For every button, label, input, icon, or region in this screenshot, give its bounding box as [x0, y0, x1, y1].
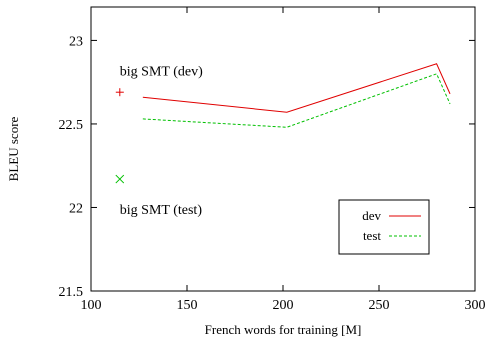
annotation-label: big SMT (test) [120, 203, 203, 218]
x-tick-label: 150 [177, 298, 198, 313]
y-tick-label: 23 [69, 34, 83, 49]
x-axis-title: French words for training [M] [205, 322, 362, 337]
cross-marker [115, 174, 125, 184]
y-tick-label: 22.5 [59, 118, 84, 133]
x-tick-label: 300 [465, 298, 485, 313]
marker-stroke [115, 174, 125, 184]
legend-box [338, 199, 430, 255]
x-tick-label: 250 [369, 298, 390, 313]
x-tick-label: 100 [81, 298, 102, 313]
legend-layer: dev test [338, 199, 430, 255]
plus-marker [115, 88, 124, 97]
legend-label-test: test [363, 228, 381, 243]
markers-layer: big SMT (dev) big SMT (test) [115, 64, 203, 218]
legend-label-dev: dev [362, 208, 381, 223]
series-line-test [142, 73, 451, 128]
y-axis-title: BLEU score [6, 116, 21, 181]
axes-layer: 100 150 200 250 300 21.5 22 22.5 23 French words … [6, 6, 485, 337]
x-tick-label: 200 [273, 298, 294, 313]
series-line-dev [142, 63, 451, 113]
y-tick-label: 22 [69, 201, 83, 216]
annotation-label: big SMT (dev) [120, 64, 203, 79]
series-layer [142, 63, 451, 128]
y-tick-label: 21.5 [59, 285, 84, 300]
